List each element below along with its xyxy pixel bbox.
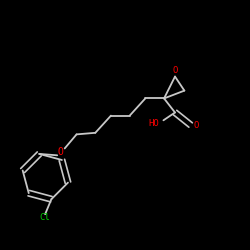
Text: O: O	[172, 66, 178, 75]
Text: O: O	[58, 146, 64, 156]
Text: Cl: Cl	[40, 213, 50, 222]
Text: O: O	[193, 120, 199, 130]
Text: HO: HO	[148, 119, 159, 128]
